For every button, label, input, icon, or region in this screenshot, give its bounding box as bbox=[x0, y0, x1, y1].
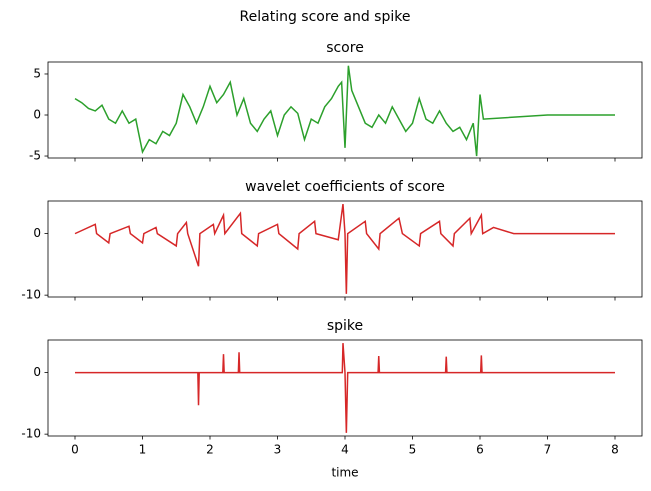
y-tick-label: 0 bbox=[33, 226, 41, 240]
axes-frame bbox=[47, 200, 643, 298]
x-tick-label: 4 bbox=[341, 443, 349, 457]
figure-title: Relating score and spike bbox=[240, 9, 411, 25]
x-tick-label: 6 bbox=[476, 443, 484, 457]
panel-title: score bbox=[326, 40, 364, 56]
x-tick-label: 2 bbox=[206, 443, 214, 457]
panel-title: spike bbox=[327, 318, 363, 334]
data-line bbox=[75, 343, 615, 433]
y-tick-label: -10 bbox=[21, 288, 41, 302]
y-tick-label: -5 bbox=[29, 149, 41, 163]
data-line bbox=[74, 65, 615, 157]
x-tick-label: 7 bbox=[544, 443, 552, 457]
axes-frame bbox=[47, 339, 643, 437]
y-tick-label: 0 bbox=[33, 365, 41, 379]
panel-title: wavelet coefficients of score bbox=[245, 179, 445, 195]
x-tick-label: 0 bbox=[71, 443, 79, 457]
y-tick-label: 0 bbox=[33, 108, 41, 122]
data-line bbox=[74, 203, 615, 294]
x-tick-label: 3 bbox=[274, 443, 282, 457]
x-axis-label: time bbox=[331, 466, 358, 480]
axes-frame bbox=[47, 61, 643, 159]
x-tick-label: 5 bbox=[409, 443, 417, 457]
x-tick-label: 1 bbox=[139, 443, 147, 457]
y-tick-label: 5 bbox=[33, 66, 41, 80]
x-tick-label: 8 bbox=[611, 443, 619, 457]
y-tick-label: -10 bbox=[21, 427, 41, 441]
